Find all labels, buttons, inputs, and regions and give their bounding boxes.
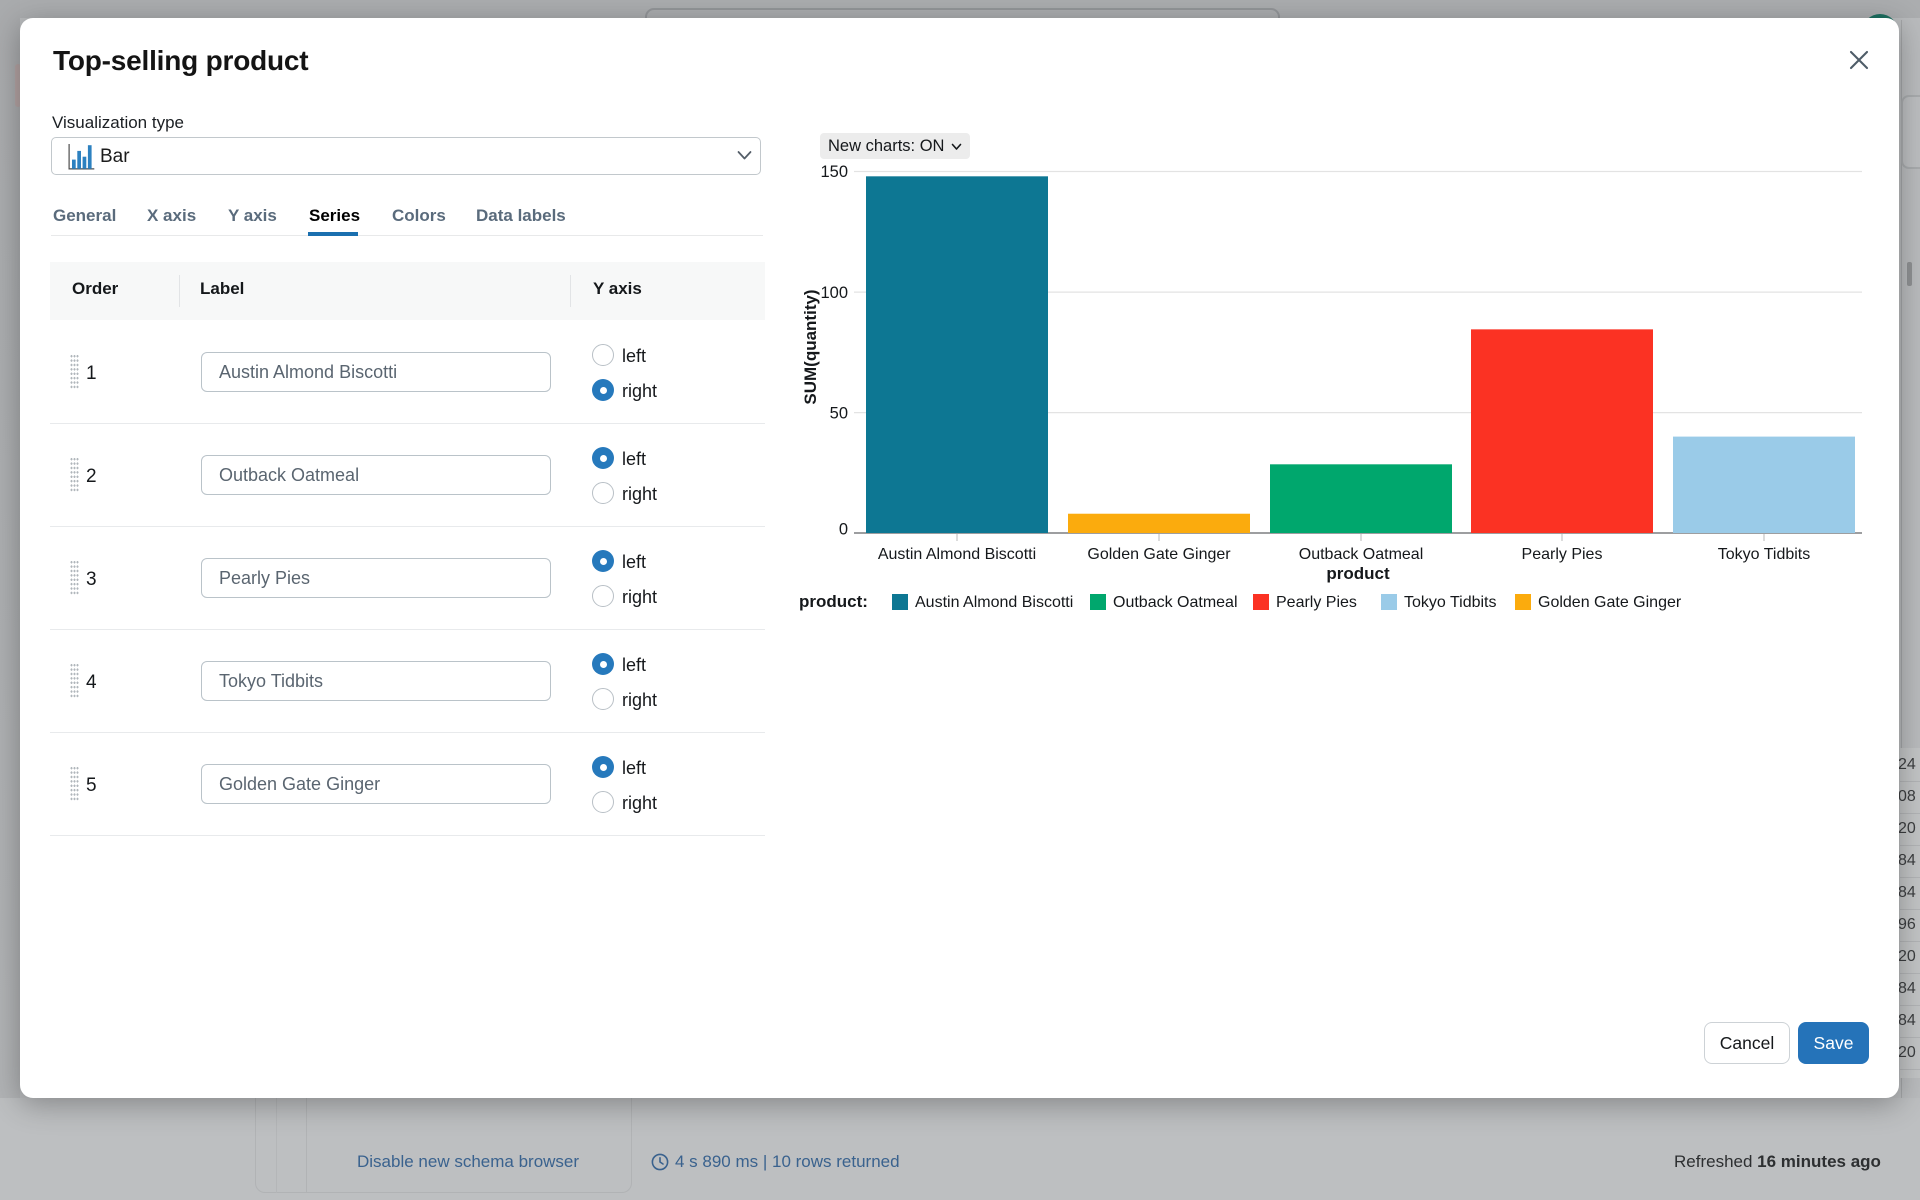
svg-text:Pearly Pies: Pearly Pies	[1522, 546, 1603, 563]
svg-text:50: 50	[830, 404, 848, 422]
svg-text:Austin Almond Biscotti: Austin Almond Biscotti	[915, 594, 1073, 611]
svg-text:Pearly Pies: Pearly Pies	[1276, 594, 1357, 611]
svg-text:0: 0	[839, 521, 848, 539]
svg-text:Austin Almond Biscotti: Austin Almond Biscotti	[878, 546, 1036, 563]
svg-text:100: 100	[820, 284, 848, 302]
svg-text:product:: product:	[799, 592, 868, 611]
svg-text:Outback Oatmeal: Outback Oatmeal	[1299, 546, 1424, 563]
svg-text:Golden Gate Ginger: Golden Gate Ginger	[1087, 546, 1231, 563]
svg-text:product: product	[1326, 564, 1390, 583]
svg-text:Tokyo Tidbits: Tokyo Tidbits	[1404, 594, 1496, 611]
svg-text:Outback Oatmeal: Outback Oatmeal	[1113, 594, 1238, 611]
svg-text:150: 150	[820, 163, 848, 181]
svg-text:Golden Gate Ginger: Golden Gate Ginger	[1538, 594, 1682, 611]
svg-text:SUM(quantity): SUM(quantity)	[801, 289, 820, 404]
svg-text:Tokyo Tidbits: Tokyo Tidbits	[1718, 546, 1810, 563]
